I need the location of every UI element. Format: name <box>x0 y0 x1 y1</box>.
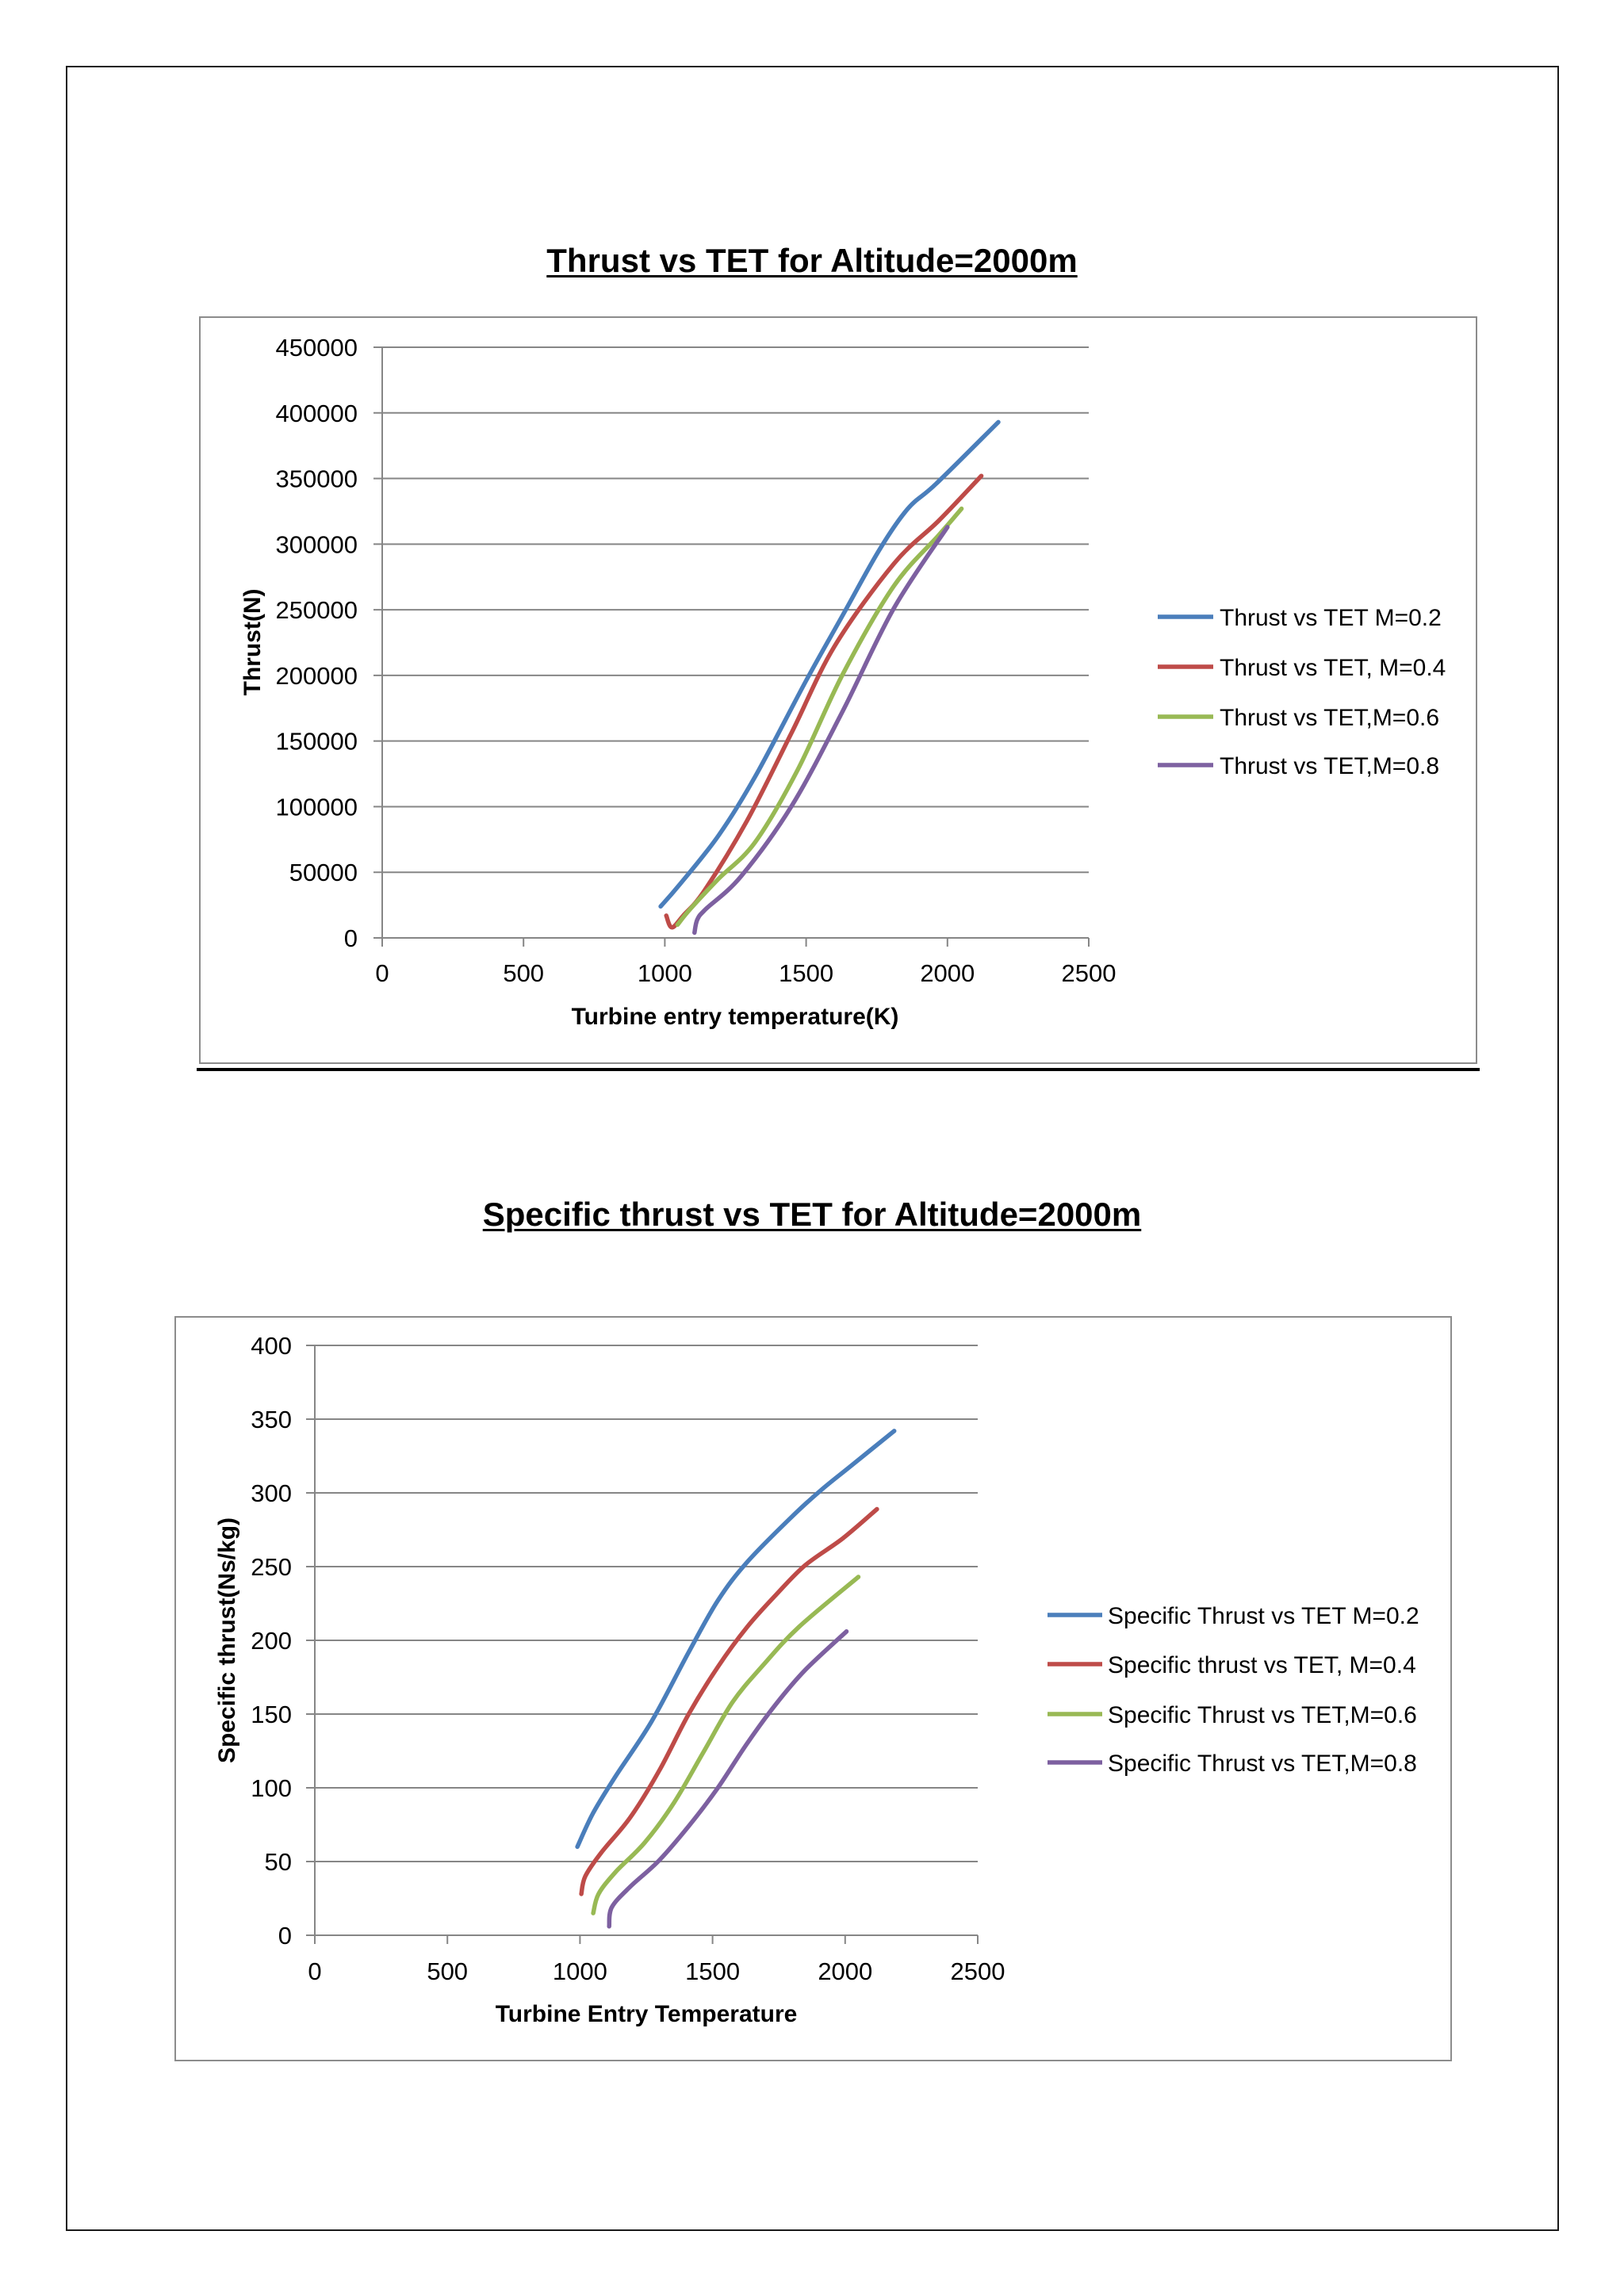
y-tick-label: 450000 <box>276 334 358 362</box>
x-tick-label: 1000 <box>553 1957 607 1985</box>
series-line <box>575 1429 897 1850</box>
series-line <box>658 419 1001 909</box>
x-tick-label: 500 <box>503 959 544 987</box>
series-line <box>607 1629 849 1929</box>
specific-thrust-chart-title: Specific thrust vs TET for Altitude=2000… <box>482 1196 1142 1233</box>
y-tick-label: 300 <box>251 1479 292 1507</box>
y-tick-label: 0 <box>278 1922 292 1950</box>
legend-label: Thrust vs TET M=0.2 <box>1220 605 1442 631</box>
y-tick-label: 50 <box>265 1848 292 1876</box>
x-tick-label: 1500 <box>685 1957 740 1985</box>
thrust-chart-title: Thrust vs TET for Altitude=2000m <box>546 242 1078 279</box>
y-axis-title: Specific thrust(Ns/kg) <box>214 1517 240 1763</box>
y-tick-label: 0 <box>344 924 358 952</box>
x-tick-label: 0 <box>308 1957 321 1985</box>
legend-label: Specific Thrust vs TET,M=0.6 <box>1108 1702 1417 1728</box>
series-line <box>591 1575 861 1915</box>
x-tick-label: 2500 <box>1062 959 1116 987</box>
y-tick-label: 200000 <box>276 662 358 690</box>
x-tick-label: 500 <box>427 1957 468 1985</box>
specific-thrust-chart: 0 50 100 150 200 250 300 350 400 0 500 1000 1500 2000… <box>174 1316 1452 2061</box>
x-axis-title: Turbine entry temperature(K) <box>572 1004 899 1030</box>
legend-label: Thrust vs TET, M=0.4 <box>1220 655 1446 681</box>
x-tick-label: 0 <box>375 959 389 987</box>
y-tick-label: 250000 <box>276 596 358 624</box>
series-line <box>579 1506 879 1896</box>
y-tick-label: 150000 <box>276 728 358 756</box>
legend-label: Thrust vs TET,M=0.6 <box>1220 705 1439 731</box>
legend-label: Specific thrust vs TET, M=0.4 <box>1108 1652 1416 1678</box>
y-tick-label: 350 <box>251 1406 292 1433</box>
x-tick-label: 2000 <box>818 1957 872 1985</box>
series-line <box>675 506 964 928</box>
divider-line <box>197 1068 1480 1071</box>
legend-label: Specific Thrust vs TET M=0.2 <box>1108 1603 1419 1629</box>
y-tick-label: 350000 <box>276 465 358 493</box>
thrust-chart-plot: 0 50000 100000 150000 200000 250000 300000 3500… <box>239 334 1446 1030</box>
series-line <box>692 525 950 936</box>
thrust-chart: 0 50000 100000 150000 200000 250000 300000 3500… <box>199 316 1477 1064</box>
y-axis-title: Thrust(N) <box>239 589 266 696</box>
y-tick-label: 400000 <box>276 400 358 427</box>
x-tick-label: 1000 <box>638 959 692 987</box>
y-tick-label: 100000 <box>276 793 358 821</box>
x-tick-label: 2500 <box>951 1957 1005 1985</box>
y-tick-label: 200 <box>251 1627 292 1655</box>
y-tick-label: 150 <box>251 1701 292 1728</box>
specific-thrust-chart-plot: 0 50 100 150 200 250 300 350 400 0 500 1000 1500 2000… <box>214 1332 1419 2027</box>
x-tick-label: 1500 <box>779 959 833 987</box>
y-tick-label: 400 <box>251 1332 292 1360</box>
legend-label: Thrust vs TET,M=0.8 <box>1220 753 1439 779</box>
y-tick-label: 100 <box>251 1774 292 1802</box>
y-tick-label: 300000 <box>276 530 358 558</box>
page-border <box>66 66 1559 2231</box>
x-axis-title: Turbine Entry Temperature <box>496 2001 798 2027</box>
y-tick-label: 250 <box>251 1553 292 1581</box>
y-tick-label: 50000 <box>289 859 358 886</box>
legend-label: Specific Thrust vs TET,M=0.8 <box>1108 1751 1417 1777</box>
x-tick-label: 2000 <box>920 959 975 987</box>
